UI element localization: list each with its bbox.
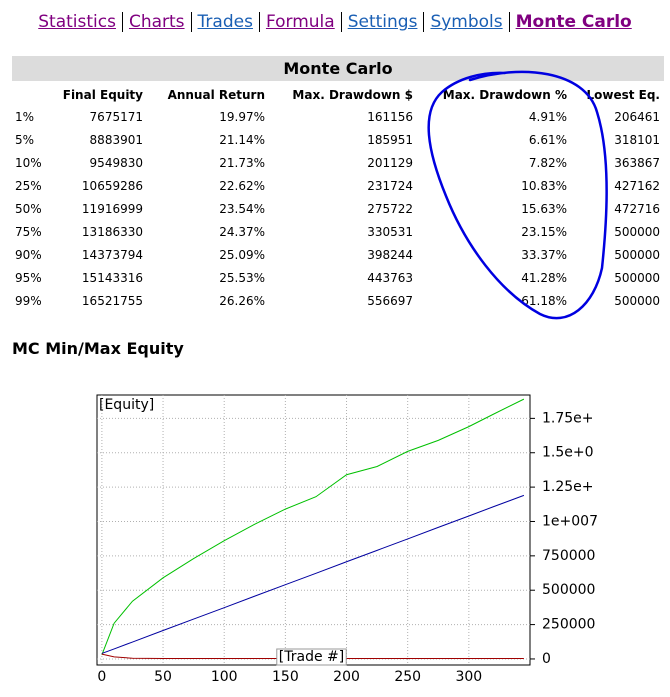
table-cell: 443763: [367, 271, 413, 285]
y-tick-label: 1e+007: [542, 513, 598, 529]
column-header: Max. Drawdown %: [442, 88, 567, 102]
column-header: Annual Return: [167, 88, 265, 102]
table-cell: 472716: [614, 202, 660, 216]
table-cell: 231724: [367, 179, 413, 193]
row-label: 99%: [15, 294, 42, 308]
table-cell: 8883901: [89, 133, 143, 147]
table-cell: 10659286: [81, 179, 143, 193]
x-axis-label-box: [276, 648, 347, 666]
x-tick-label: 100: [211, 669, 238, 685]
table-cell: 15.63%: [521, 202, 567, 216]
table-cell: 11916999: [81, 202, 143, 216]
table-cell: 7675171: [89, 110, 143, 124]
table-cell: 23.15%: [521, 225, 567, 239]
table-cell: 19.97%: [219, 110, 265, 124]
nav-link[interactable]: Statistics: [38, 12, 116, 32]
row-label: 90%: [15, 248, 42, 262]
table-cell: 22.62%: [219, 179, 265, 193]
table-cell: 185951: [367, 133, 413, 147]
x-axis-label: [Trade #]: [279, 649, 344, 665]
row-label: 25%: [15, 179, 42, 193]
chart: 0 50 100 150 200 250 300 0 250000 500000 750000 1e+…: [96, 394, 598, 685]
y-tick-label: 1.75e+: [542, 410, 594, 426]
table-cell: 398244: [367, 248, 413, 262]
x-tick-label: 200: [333, 669, 360, 685]
column-header: Max. Drawdown $: [292, 88, 413, 102]
table-cell: 25.09%: [219, 248, 265, 262]
nav-link[interactable]: Formula: [258, 12, 341, 32]
table-cell: 363867: [614, 156, 660, 170]
nav-link[interactable]: Charts: [121, 12, 191, 32]
y-tick-label: 0: [542, 651, 551, 667]
table-cell: 15143316: [81, 271, 143, 285]
row-label: 95%: [15, 271, 42, 285]
table-cell: 9549830: [89, 156, 143, 170]
x-tick-label: 300: [455, 669, 482, 685]
table-cell: 275722: [367, 202, 413, 216]
y-axis-label: [Equity]: [99, 397, 154, 413]
table-cell: 4.91%: [528, 110, 567, 124]
table-cell: 6.61%: [528, 133, 567, 147]
table-cell: 14373794: [81, 248, 143, 262]
column-header: Final Equity: [62, 88, 143, 102]
x-tick-label: 150: [272, 669, 299, 685]
table-cell: 500000: [614, 225, 660, 239]
table-cell: 25.53%: [219, 271, 265, 285]
table-cell: 206461: [614, 110, 660, 124]
table-cell: 10.83%: [521, 179, 567, 193]
column-header: Lowest Eq.: [586, 88, 660, 102]
table-cell: 23.54%: [219, 202, 265, 216]
table-cell: 33.37%: [521, 248, 567, 262]
table-cell: 500000: [614, 294, 660, 308]
x-tick-label: 0: [97, 669, 106, 685]
row-label: 75%: [15, 225, 42, 239]
table-title: Monte Carlo: [283, 59, 393, 78]
annotation-circle: [427, 70, 608, 320]
table-cell: 330531: [367, 225, 413, 239]
table-cell: 500000: [614, 248, 660, 262]
table-cell: 201129: [367, 156, 413, 170]
table-cell: 556697: [367, 294, 413, 308]
table-cell: 318101: [614, 133, 660, 147]
row-label: 50%: [15, 202, 42, 216]
row-label: 5%: [15, 133, 35, 147]
y-tick-label: 750000: [542, 548, 595, 564]
nav-link[interactable]: Symbols: [423, 12, 509, 32]
table-cell: 500000: [614, 271, 660, 285]
y-tick-label: 1.25e+: [542, 479, 594, 495]
table-cell: 13186330: [81, 225, 143, 239]
table-cell: 161156: [367, 110, 413, 124]
series-line: [101, 494, 525, 654]
table-cell: 26.26%: [219, 294, 265, 308]
table-cell: 427162: [614, 179, 660, 193]
table-title-bar: Monte Carlo: [12, 56, 664, 81]
table-cell: 41.28%: [521, 271, 567, 285]
y-tick-label: 250000: [542, 617, 595, 633]
x-tick-label: 50: [154, 669, 172, 685]
table-cell: 21.14%: [219, 133, 265, 147]
y-tick-label: 500000: [542, 582, 595, 598]
nav-link[interactable]: Trades: [190, 12, 259, 32]
table-cell: 16521755: [81, 294, 143, 308]
plot-area: [96, 394, 531, 666]
series-line: [101, 398, 525, 656]
table-cell: 24.37%: [219, 225, 265, 239]
table-cell: 7.82%: [528, 156, 567, 170]
row-label: 1%: [15, 110, 35, 124]
nav-bar: Statistics Charts Trades Formula Settings Sym…: [0, 12, 670, 32]
table-cell: 21.73%: [219, 156, 265, 170]
nav-link[interactable]: Settings: [340, 12, 424, 32]
table-cell: 61.18%: [521, 294, 567, 308]
x-tick-label: 250: [394, 669, 421, 685]
section-title: MC Min/Max Equity: [12, 339, 184, 358]
row-label: 10%: [15, 156, 42, 170]
nav-link[interactable]: Monte Carlo: [508, 12, 638, 32]
y-tick-label: 1.5e+0: [542, 445, 594, 461]
